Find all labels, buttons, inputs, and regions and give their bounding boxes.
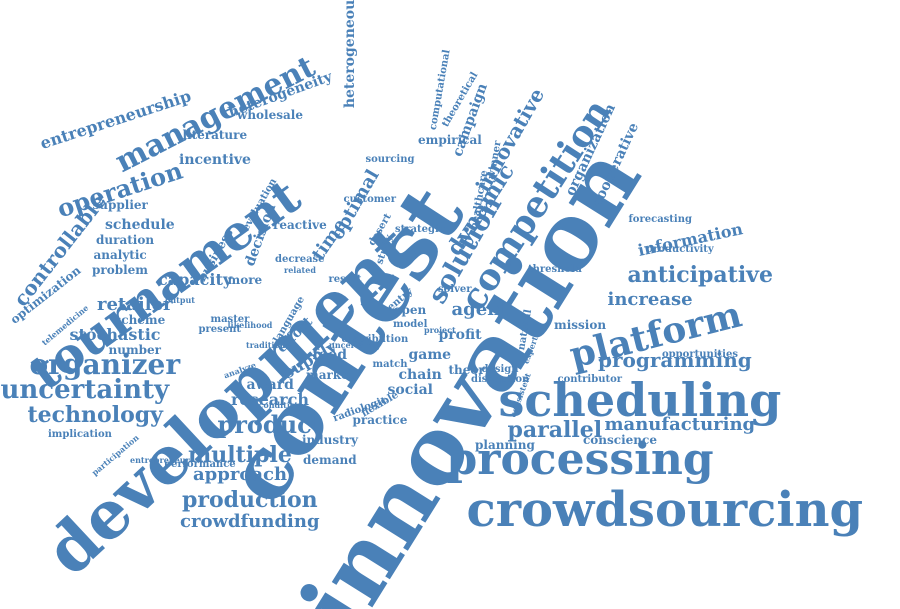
word: performance: [164, 459, 236, 470]
word: anticipative: [627, 262, 773, 288]
word: approach: [193, 464, 288, 485]
word: more: [227, 273, 263, 287]
word: organizer: [29, 348, 181, 381]
word: food: [312, 347, 348, 363]
word: wholesale: [237, 108, 303, 122]
word: threshold: [528, 264, 582, 275]
word: industry: [302, 433, 358, 447]
word: demand: [303, 453, 357, 467]
word: analytic: [93, 248, 147, 262]
word: uncertainty: [329, 340, 381, 350]
word: number: [108, 343, 162, 357]
word: schedule: [105, 217, 175, 233]
word: disruption: [471, 374, 530, 385]
word: supplier: [92, 198, 148, 212]
word: processing: [446, 434, 714, 485]
word: implication: [48, 429, 112, 440]
word: present: [198, 324, 242, 335]
word: multiple: [188, 442, 292, 468]
word: project: [424, 325, 456, 335]
word: award: [246, 377, 294, 393]
word: manufacturing: [604, 414, 756, 435]
word: programming: [598, 348, 752, 372]
word: related: [284, 265, 316, 275]
word: output: [165, 295, 195, 305]
word: scheme: [114, 313, 166, 327]
word: product: [217, 410, 323, 439]
word: capacity: [158, 270, 233, 289]
word: research: [231, 390, 309, 409]
word: entrepreneur: [130, 455, 190, 465]
word: model: [393, 319, 428, 330]
word: literature: [182, 128, 248, 142]
word: productivity: [646, 244, 714, 255]
word: distribution: [341, 334, 409, 345]
word: customer: [343, 194, 397, 205]
word: scheduling: [498, 373, 782, 427]
word: problem: [92, 263, 148, 277]
word: reactive: [273, 218, 327, 232]
word: empirical: [418, 133, 482, 147]
word: profit: [438, 327, 482, 343]
word: technology: [27, 402, 163, 428]
word: match: [372, 359, 408, 370]
word: agent: [451, 299, 509, 320]
word: incentive: [179, 152, 251, 168]
word: mission: [554, 318, 607, 332]
word: strategic: [395, 224, 445, 235]
word: crowdsourcing: [466, 482, 864, 538]
word: parallel: [507, 417, 603, 443]
word: conscience: [583, 433, 657, 447]
word: heterogeneous: [342, 0, 359, 109]
word: forecasting: [628, 214, 692, 225]
word: crowdfunding: [180, 511, 320, 532]
word: increase: [607, 289, 693, 310]
word: result: [328, 274, 362, 285]
word: chain: [398, 367, 442, 383]
word: retailer: [97, 294, 173, 315]
word: production: [182, 487, 318, 513]
word: sourcing: [365, 154, 415, 165]
word: design: [481, 364, 519, 375]
word: opportunities: [662, 349, 738, 360]
word: theory: [448, 363, 492, 377]
word: likelihood: [227, 320, 273, 330]
word: contributor: [557, 374, 623, 385]
word: master: [210, 314, 250, 325]
word: solver: [438, 284, 472, 295]
word: traditional: [246, 340, 294, 350]
word: game: [408, 347, 452, 363]
word: decrease: [275, 254, 325, 265]
word: market: [306, 368, 355, 382]
word: planning: [475, 438, 535, 452]
word: condition: [258, 400, 302, 410]
word: duration: [96, 233, 155, 247]
word: stochastic: [69, 325, 161, 344]
word: uncertainty: [0, 375, 170, 405]
word: social: [387, 382, 433, 398]
word: open: [393, 303, 427, 317]
word: practice: [352, 413, 408, 427]
